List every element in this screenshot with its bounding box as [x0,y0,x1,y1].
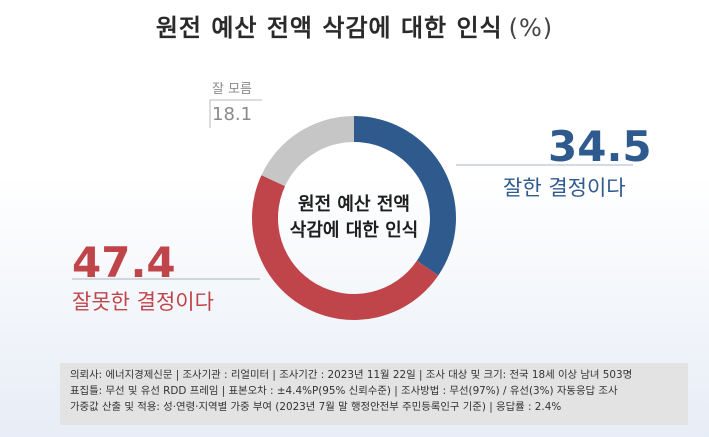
center-label: 원전 예산 전액 삭감에 대한 인식 [265,192,443,244]
survey-footnote: 의뢰사: 에너지경제신문 | 조사기관 : 리얼미터 | 조사기간 : 2023… [60,363,688,425]
leader-line-dont-know [209,99,262,128]
label-bad-decision: 잘못한 결정이다 [72,290,214,314]
footnote-line-1: 의뢰사: 에너지경제신문 | 조사기관 : 리얼미터 | 조사기간 : 2023… [70,369,633,381]
footnote-line-2: 표집틀: 무선 및 유선 RDD 프레임 | 표본오차 : ±4.4%P(95%… [70,385,618,397]
title-text: 원전 예산 전액 삭감에 대한 인식 [155,14,503,42]
center-label-line-1: 원전 예산 전액 [298,194,410,215]
center-label-line-2: 삭감에 대한 인식 [289,220,419,241]
label-dont-know: 잘 모름 [212,82,253,97]
title-unit: (%) [508,14,554,42]
value-bad-decision: 47.4 [72,238,176,287]
donut-slices [252,116,456,321]
label-good-decision: 잘한 결정이다 [503,176,626,200]
slice-dont-know [261,116,354,187]
footnote-line-3: 가중값 산출 및 적용: 성·연령·지역별 가중 부여 (2023년 7월 말 … [70,401,562,413]
slice-good-decision [354,116,456,276]
slice-bad-decision [252,175,439,321]
value-dont-know: 18.1 [212,104,253,125]
value-good-decision: 34.5 [548,122,652,171]
chart-title: 원전 예산 전액 삭감에 대한 인식 (%) [0,8,709,43]
leader-lines [72,99,633,280]
